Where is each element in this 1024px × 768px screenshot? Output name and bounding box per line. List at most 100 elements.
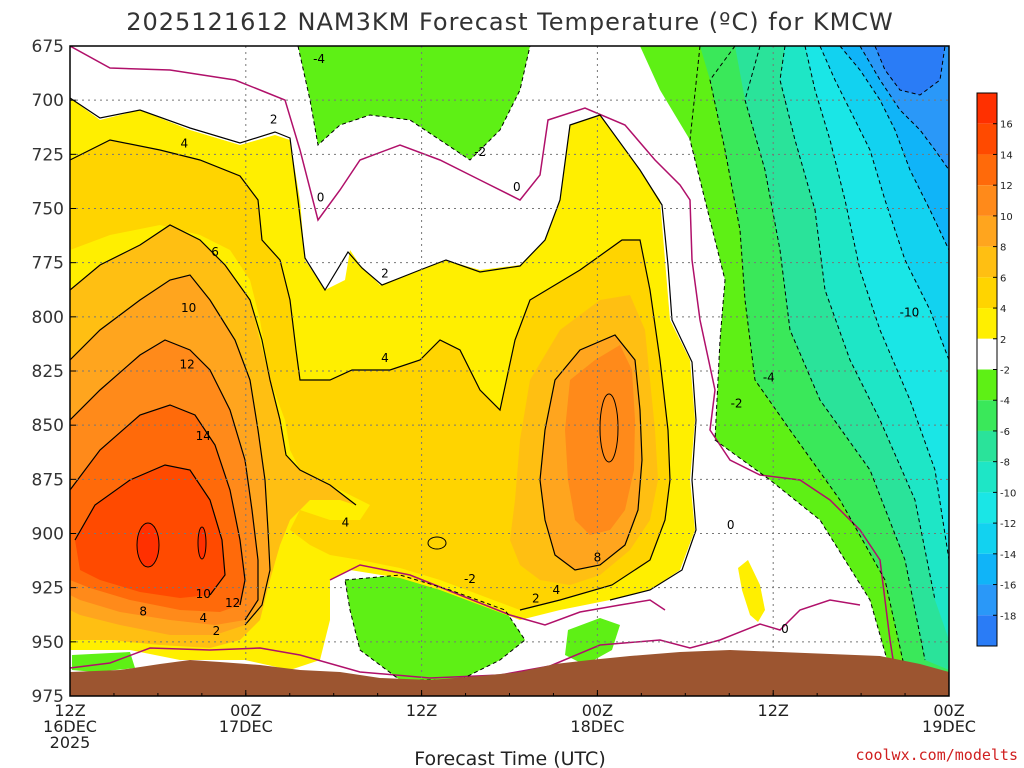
colorbar-segment (977, 461, 997, 493)
colorbar-segment (977, 308, 997, 339)
contour-label: 8 (594, 550, 602, 564)
surface-cold-pocket (72, 652, 135, 672)
contour-label: 12 (225, 596, 240, 610)
colorbar-label: 10 (1000, 212, 1013, 223)
colorbar-label: 14 (1000, 150, 1013, 161)
x-tick-label: 12Z (54, 701, 85, 720)
contour-neg18 (874, 46, 946, 96)
x-axis-label: Forecast Time (UTC) (414, 748, 605, 768)
contour-label: 14 (196, 429, 211, 443)
contour-neg8 (779, 46, 936, 601)
cold-region-minus18 (875, 46, 945, 95)
contour-label: -2 (464, 572, 476, 586)
colorbar-label: 6 (1000, 273, 1006, 284)
colorbar-segment (977, 430, 997, 462)
x-tick-label: 12Z (758, 701, 789, 720)
colorbar-segment (977, 154, 997, 186)
colorbar-segment (977, 215, 997, 247)
colorbar-segment (977, 246, 997, 278)
x-tick-label: 17DEC (219, 717, 273, 736)
contour-label: 8 (139, 605, 147, 619)
colorbar-border (976, 92, 998, 647)
colorbar-label: -14 (1000, 550, 1016, 561)
colorbar: 16 14 12 10 8 6 4 2 -2 -4 -6 -8 -10 -12 -14 -16 -18 (976, 92, 1016, 647)
credit-text: coolwx.com/modelts (855, 746, 1018, 764)
contour-label: 0 (781, 622, 789, 636)
contour-label: 2 (270, 113, 278, 127)
colorbar-segment (977, 492, 997, 524)
colorbar-label: -16 (1000, 581, 1016, 592)
contour-label: 4 (381, 351, 389, 365)
contour-label: 0 (727, 518, 735, 532)
contour-label: -2 (474, 145, 486, 159)
colorbar-segment (977, 584, 997, 616)
y-tick-label: 675 (32, 37, 64, 57)
y-tick-label: 725 (32, 145, 64, 165)
warm-core-left (136, 522, 160, 568)
y-tick-label: 850 (32, 416, 64, 436)
x-tick-label: 16DEC (43, 717, 97, 736)
contour-label: 0 (513, 180, 521, 194)
colorbar-segment (977, 123, 997, 155)
x-tick-label: 19DEC (922, 717, 976, 736)
contour-6 (70, 224, 357, 506)
x-tick-label: 2025 (50, 733, 91, 752)
colorbar-segment (977, 185, 997, 216)
y-tick-label: 800 (32, 308, 64, 328)
contour-label: 6 (211, 245, 219, 259)
warm-core-right (197, 526, 207, 560)
contour-12 (70, 404, 246, 606)
colorbar-label: -4 (1000, 396, 1010, 407)
colorbar-segment (977, 615, 997, 646)
contour-neg2-upper (297, 46, 531, 161)
colorbar-label: 12 (1000, 181, 1013, 192)
contour-2-upper (70, 97, 697, 601)
small-loop (427, 536, 447, 550)
colorbar-segment (977, 400, 997, 431)
y-tick-label: 925 (32, 579, 64, 599)
contour-label: 4 (553, 583, 561, 597)
contour-label: -4 (763, 371, 775, 385)
colorbar-segment (977, 369, 997, 401)
chart-title: 2025121612 NAM3KM Forecast Temperature (… (126, 8, 894, 36)
colorbar-label: -10 (1000, 488, 1016, 499)
colorbar-label: -12 (1000, 519, 1016, 530)
colorbar-segment (977, 553, 997, 585)
y-tick-label: 750 (32, 200, 64, 220)
contour-label: 12 (180, 358, 195, 372)
y-tick-label: 700 (32, 91, 64, 111)
contour-8-18dec (539, 334, 643, 571)
contour-label: 0 (317, 191, 325, 205)
y-tick-label: 775 (32, 254, 64, 274)
colorbar-label: 8 (1000, 243, 1006, 254)
upper-cold-pocket (298, 46, 530, 160)
contour-neg4 (709, 46, 906, 671)
contour-neg2-pocket (344, 574, 526, 681)
contour-label: 2 (381, 267, 389, 281)
y-tick-label: 900 (32, 525, 64, 545)
y-tick-label: 975 (32, 687, 64, 707)
contour-neg6 (744, 46, 926, 661)
colorbar-segment (977, 277, 997, 309)
colorbar-label: -8 (1000, 458, 1010, 469)
colorbar-segment (977, 523, 997, 554)
x-tick-label: 18DEC (570, 717, 624, 736)
colorbar-segment (977, 93, 997, 124)
colorbar-label: 4 (1000, 304, 1006, 315)
contour-label: 2 (213, 624, 221, 638)
contour-label: 4 (199, 611, 207, 625)
colorbar-label: 2 (1000, 335, 1006, 346)
contour-4 (70, 139, 671, 611)
x-tick-label: 12Z (406, 701, 437, 720)
terrain (70, 650, 949, 696)
contour-0-upper (70, 46, 896, 673)
grid-lines (70, 46, 949, 696)
y-axis: 675 700 725 750 775 800 825 850 875 900 925 950 975 (32, 37, 76, 707)
contour-8 (70, 274, 271, 626)
x-tick-label: 00Z (230, 701, 261, 720)
contour-label: 4 (180, 137, 188, 151)
